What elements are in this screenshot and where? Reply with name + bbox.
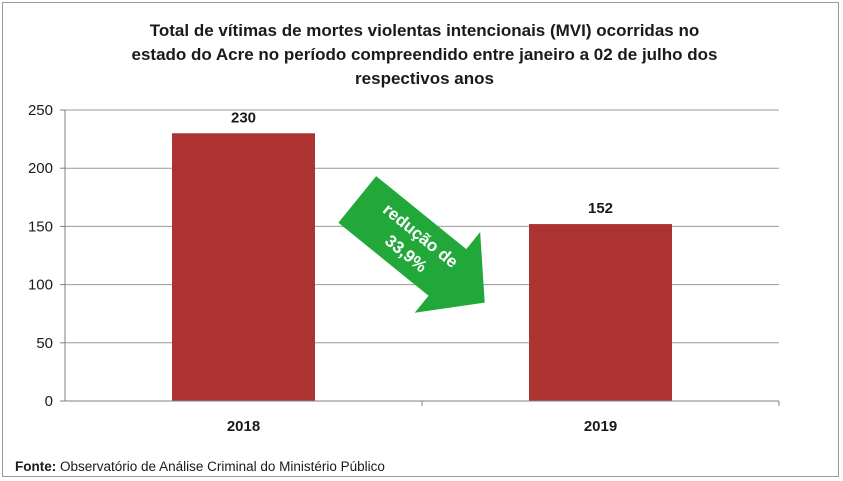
data-label-2018: 230 <box>231 109 256 126</box>
x-tick-label-2018: 2018 <box>227 418 260 435</box>
y-tick-label: 100 <box>28 277 53 294</box>
axes <box>60 109 780 406</box>
source-text: Observatório de Análise Criminal do Mini… <box>60 459 385 474</box>
chart-title-line-3: respectivos anos <box>355 69 494 88</box>
bar-2018 <box>172 133 315 401</box>
data-label-2019: 152 <box>588 200 613 217</box>
y-tick-label: 150 <box>28 218 53 235</box>
bars <box>172 133 672 401</box>
reduction-arrow <box>338 176 485 313</box>
chart-title: Total de vítimas de mortes violentas int… <box>63 19 786 91</box>
y-tick-label: 0 <box>45 393 53 410</box>
source-note: Fonte: Observatório de Análise Criminal … <box>15 459 385 474</box>
labels: 0 50 100 150 200 250 230 2018 152 2019 <box>28 102 617 435</box>
bar-2019 <box>529 224 672 401</box>
bar-chart: 0 50 100 150 200 250 230 2018 152 2019 redução de… <box>28 102 780 435</box>
x-tick-label-2019: 2019 <box>584 418 617 435</box>
y-tick-label: 250 <box>28 102 53 119</box>
source-label: Fonte: <box>15 459 57 474</box>
y-tick-label: 200 <box>28 160 53 177</box>
y-tick-label: 50 <box>36 335 53 352</box>
chart-title-line-2: estado do Acre no período compreendido e… <box>131 45 718 64</box>
chart-title-line-1: Total de vítimas de mortes violentas int… <box>149 21 700 40</box>
